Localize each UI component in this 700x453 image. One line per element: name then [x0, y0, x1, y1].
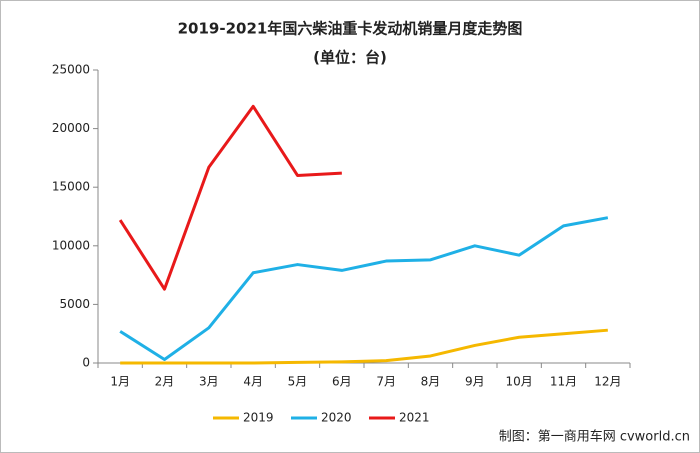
y-tick-label: 15000: [52, 180, 90, 194]
x-tick-label: 10月: [506, 375, 533, 389]
x-tick-label: 11月: [550, 375, 577, 389]
x-tick-label: 7月: [376, 375, 396, 389]
series-line: [118, 104, 342, 291]
x-tick-label: 4月: [243, 375, 263, 389]
legend-label: 2020: [321, 411, 352, 425]
x-tick-label: 9月: [465, 375, 485, 389]
y-tick-label: 5000: [59, 297, 90, 311]
x-tick-label: 1月: [110, 375, 130, 389]
chart-subtitle: (单位：台): [313, 49, 387, 67]
source-note: 制图：第一商用车网 cvworld.cn: [499, 429, 690, 445]
x-tick-label: 6月: [332, 375, 352, 389]
chart-title: 2019-2021年国六柴油重卡发动机销量月度走势图: [178, 20, 523, 38]
series-line: [120, 328, 608, 365]
y-tick-label: 10000: [52, 238, 90, 252]
legend-label: 2021: [399, 411, 430, 425]
series-line: [119, 216, 609, 361]
x-tick-label: 5月: [288, 375, 308, 389]
x-tick-label: 3月: [199, 375, 219, 389]
y-tick-label: 20000: [52, 121, 90, 135]
legend-label: 2019: [243, 411, 274, 425]
y-tick-label: 25000: [52, 63, 90, 77]
x-tick-label: 8月: [421, 375, 441, 389]
x-tick-label: 2月: [155, 375, 175, 389]
y-tick-label: 0: [82, 356, 90, 370]
x-tick-label: 12月: [594, 375, 621, 389]
